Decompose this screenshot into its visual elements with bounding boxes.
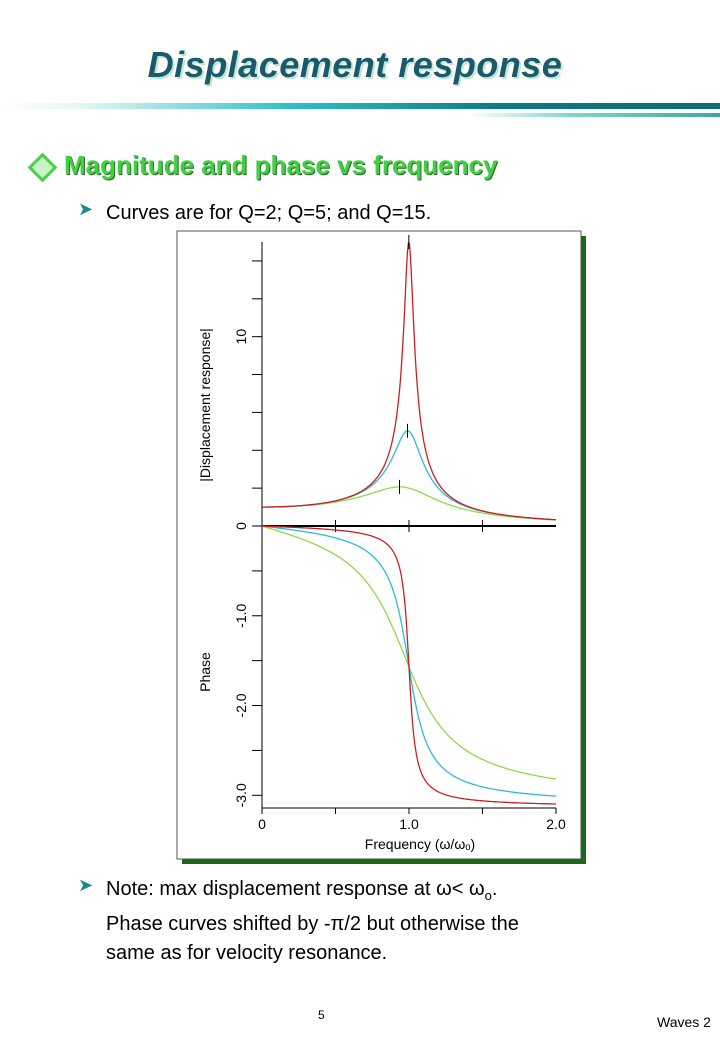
chart-frame: [176, 230, 582, 860]
note-math: ω< ω: [436, 878, 485, 900]
y-tick-label: -3.0: [233, 783, 249, 807]
note-line3: same as for velocity resonance.: [106, 942, 388, 964]
phase-curve-q15: [262, 525, 556, 805]
x-tick-label: 2.0: [546, 816, 566, 832]
sub-bullet-text: Curves are for Q=2; Q=5; and Q=15.: [106, 202, 432, 224]
title-rule: [0, 103, 720, 109]
y-axis-title: |Displacement response|: [197, 328, 213, 482]
note-text: Note: max displacement response at ω< ωo…: [106, 875, 696, 968]
y-tick-label: -2.0: [233, 693, 249, 717]
main-bullet: Magnitude and phase vs frequency: [28, 150, 497, 181]
amplitude-curve-q15: [262, 241, 557, 521]
page-number: 5: [318, 1008, 325, 1022]
x-tick-label: 1.0: [399, 816, 419, 832]
title-subrule: [470, 113, 720, 117]
note-line1-end: .: [491, 878, 498, 900]
x-tick-label: 0: [258, 816, 266, 832]
y-tick-label: -1.0: [233, 603, 249, 627]
slide-title: Displacement response: [147, 44, 563, 85]
y-tick-label: 0: [233, 522, 249, 530]
x-axis-title: Frequency (ω/ωₒ): [365, 836, 475, 852]
footer-title: Waves 2: [657, 1014, 711, 1030]
y-axis-title: Phase: [197, 652, 213, 692]
arrow-bullet-icon: ➤: [78, 199, 94, 219]
note-line1-prefix: Note: max displacement response at: [106, 878, 437, 900]
arrow-bullet-icon: ➤: [78, 875, 94, 895]
note-math-sub: o: [484, 888, 492, 903]
y-tick-label: 10: [233, 329, 249, 345]
main-bullet-text: Magnitude and phase vs frequency: [64, 150, 498, 180]
note-line2: Phase curves shifted by -π/2 but otherwi…: [106, 913, 519, 935]
